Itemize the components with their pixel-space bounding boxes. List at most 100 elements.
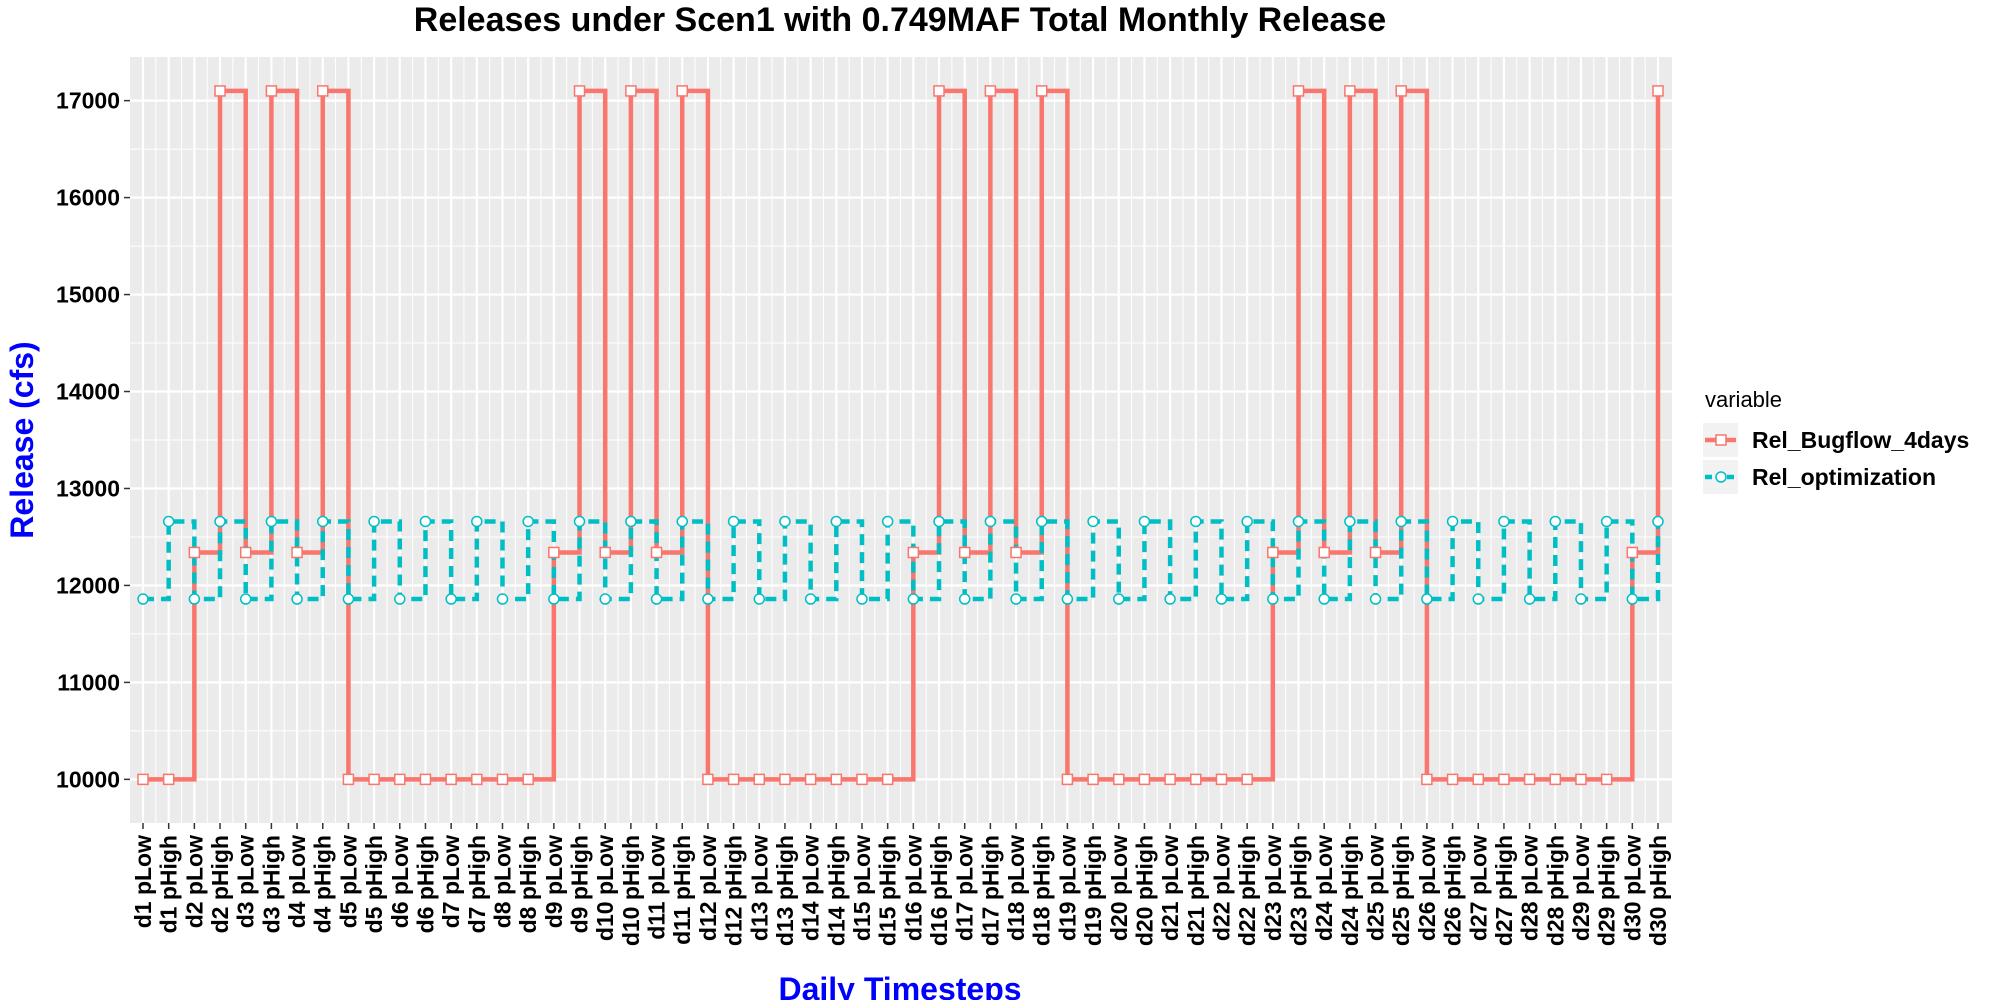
data-point-circle: [856, 593, 868, 605]
data-point-circle: [881, 515, 894, 528]
data-point-square: [958, 546, 971, 559]
data-point-circle: [599, 593, 611, 605]
data-point-square: [933, 85, 945, 97]
data-point-circle: [984, 515, 997, 528]
data-point-circle: [1652, 515, 1664, 528]
x-tick-label: d13 pLow: [746, 835, 772, 941]
data-point-square: [1138, 773, 1151, 786]
data-point-circle: [316, 515, 329, 528]
data-point-circle: [1549, 515, 1562, 528]
data-point-circle: [1061, 593, 1074, 605]
x-tick-label: d30 pHigh: [1645, 835, 1671, 946]
y-tick-label: 10000: [56, 766, 120, 792]
series-markers: [137, 85, 1664, 786]
data-point-circle: [265, 515, 278, 528]
data-point-circle: [342, 593, 355, 605]
x-tick-label: d7 pHigh: [464, 835, 490, 933]
data-point-square: [1652, 85, 1664, 97]
legend-label: Rel_optimization: [1752, 464, 1936, 490]
data-point-square: [265, 85, 278, 97]
data-point-square: [856, 773, 868, 786]
data-point-circle: [1446, 515, 1459, 528]
data-point-circle: [291, 593, 303, 605]
y-tick-label: 13000: [56, 475, 120, 501]
x-tick-label: d23 pHigh: [1286, 835, 1312, 946]
data-point-square: [804, 773, 817, 786]
data-point-circle: [394, 593, 406, 605]
data-point-square: [1344, 85, 1356, 97]
x-tick-label: d19 pLow: [1054, 835, 1080, 941]
data-point-square: [727, 773, 740, 786]
data-point-circle: [445, 593, 457, 605]
x-tick-label: d29 pHigh: [1594, 835, 1620, 946]
x-tick-label: d15 pHigh: [875, 835, 901, 946]
data-point-circle: [368, 515, 380, 528]
data-point-square: [445, 773, 457, 786]
data-point-circle: [1626, 593, 1639, 605]
x-tick-label: d10 pHigh: [618, 835, 644, 946]
data-point-circle: [779, 515, 791, 528]
data-point-square: [1241, 773, 1253, 786]
data-point-circle: [1164, 593, 1176, 605]
x-tick-label: d12 pLow: [695, 835, 721, 941]
legend: variable Rel_Bugflow_4days Rel_optimizati…: [1703, 387, 1969, 494]
x-tick-label: d5 pHigh: [361, 835, 387, 933]
x-tick-label: d21 pLow: [1157, 835, 1183, 941]
data-point-circle: [907, 593, 920, 605]
legend-label: Rel_Bugflow_4days: [1752, 427, 1969, 453]
y-tick-label: 16000: [56, 185, 120, 211]
x-tick-label: d20 pHigh: [1131, 835, 1157, 946]
y-tick-label: 17000: [56, 88, 120, 114]
x-tick-label: d4 pHigh: [310, 835, 336, 933]
data-point-circle: [702, 593, 714, 605]
x-tick-label: d4 pLow: [284, 835, 310, 928]
data-point-circle: [1087, 515, 1099, 528]
y-tick-label: 15000: [56, 282, 120, 308]
data-point-circle: [419, 515, 432, 528]
data-point-circle: [522, 515, 534, 528]
x-tick-label: d8 pHigh: [515, 835, 541, 933]
x-tick-label: d18 pHigh: [1029, 835, 1055, 946]
data-point-circle: [1498, 515, 1510, 528]
data-point-circle: [1292, 515, 1305, 528]
data-point-circle: [958, 593, 971, 605]
data-point-square: [676, 85, 688, 97]
data-point-circle: [1190, 515, 1202, 528]
data-point-square: [471, 773, 483, 786]
x-tick-label: d14 pLow: [798, 835, 824, 941]
x-tick-label: d9 pHigh: [567, 835, 593, 933]
data-point-square: [137, 773, 149, 786]
x-tick-label: d14 pHigh: [823, 835, 849, 946]
data-point-circle: [1267, 593, 1279, 605]
y-tick-label: 14000: [56, 379, 120, 405]
data-point-square: [316, 85, 329, 97]
data-point-square: [1549, 773, 1562, 786]
data-point-circle: [804, 593, 817, 605]
data-point-circle: [727, 515, 740, 528]
x-tick-label: d16 pLow: [900, 835, 926, 941]
data-point-circle: [1344, 515, 1356, 528]
data-point-circle: [650, 593, 663, 605]
legend-key-square: [1715, 434, 1727, 446]
data-point-circle: [137, 593, 149, 605]
data-point-circle: [1010, 593, 1022, 605]
x-tick-label: d3 pHigh: [258, 835, 284, 933]
x-tick-label: d28 pLow: [1517, 835, 1543, 941]
data-point-circle: [676, 515, 688, 528]
data-point-square: [1292, 85, 1305, 97]
x-tick-label: d3 pLow: [233, 835, 259, 928]
x-tick-label: d6 pLow: [387, 835, 413, 928]
data-point-square: [1215, 773, 1228, 786]
data-point-square: [1318, 546, 1330, 559]
data-point-circle: [1600, 515, 1613, 528]
data-point-square: [368, 773, 380, 786]
data-point-circle: [1318, 593, 1330, 605]
data-point-circle: [1523, 593, 1536, 605]
data-point-square: [830, 773, 843, 786]
x-tick-label: d26 pHigh: [1440, 835, 1466, 946]
x-tick-label: d25 pHigh: [1388, 835, 1414, 946]
data-point-square: [342, 773, 355, 786]
data-point-square: [1498, 773, 1510, 786]
data-point-square: [1164, 773, 1176, 786]
